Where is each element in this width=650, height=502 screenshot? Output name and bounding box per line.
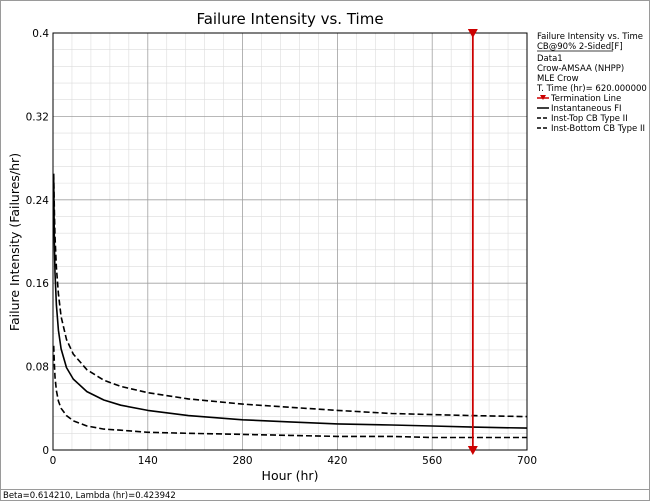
x-tick-label: 280 (233, 455, 253, 467)
y-tick-label: 0.32 (26, 111, 49, 123)
termination-marker-top-icon (467, 29, 478, 38)
series-line-2 (52, 345, 527, 439)
legend-item-instantaneous: Instantaneous FI (551, 104, 622, 114)
legend-marker-termination-icon (540, 95, 546, 100)
y-axis-ticks: 0 0.08 0.16 0.24 0.32 0.4 (26, 28, 50, 457)
legend-item-bottom-cb: Inst-Bottom CB Type II (551, 124, 645, 134)
x-tick-label: 420 (327, 455, 347, 467)
x-axis-label: Hour (hr) (262, 468, 319, 483)
series-line-1 (52, 173, 528, 418)
legend-header: Failure Intensity vs. Time (537, 32, 643, 42)
legend-info-data: Data1 (537, 54, 563, 64)
legend-info-method: MLE Crow (537, 74, 579, 84)
y-tick-label: 0 (42, 445, 49, 457)
y-tick-label: 0.08 (26, 362, 49, 374)
legend-item-top-cb: Inst-Top CB Type II (551, 114, 628, 124)
series-line-0 (52, 178, 528, 429)
legend-item-termination: Termination Line (550, 94, 621, 104)
legend-info-time: T. Time (hr)= 620.000000 (536, 84, 647, 94)
legend: Failure Intensity vs. Time CB@90% 2-Side… (536, 32, 647, 134)
y-tick-label: 0.24 (26, 195, 50, 207)
x-tick-label: 140 (138, 455, 158, 467)
chart-title: Failure Intensity vs. Time (196, 10, 383, 28)
plot-area-border (52, 32, 528, 451)
chart-svg: Failure Intensity vs. Time 0 140 280 420 560… (7, 10, 647, 483)
termination-marker-bottom-icon (467, 446, 478, 455)
y-tick-label: 0.4 (32, 28, 49, 40)
legend-info-model: Crow-AMSAA (NHPP) (537, 64, 624, 74)
x-axis-ticks: 0 140 280 420 560 700 (50, 455, 537, 467)
y-axis-label: Failure Intensity (Failures/hr) (7, 153, 22, 331)
x-tick-label: 560 (422, 455, 442, 467)
x-tick-label: 700 (517, 455, 537, 467)
y-tick-label: 0.16 (26, 278, 50, 290)
x-tick-label: 0 (50, 455, 57, 467)
footer-params: Beta=0.614210, Lambda (hr)=0.423942 (1, 489, 650, 502)
termination-line-group (467, 29, 478, 455)
series-group (52, 173, 528, 439)
legend-subheader: CB@90% 2-Sided[F] (537, 42, 623, 52)
